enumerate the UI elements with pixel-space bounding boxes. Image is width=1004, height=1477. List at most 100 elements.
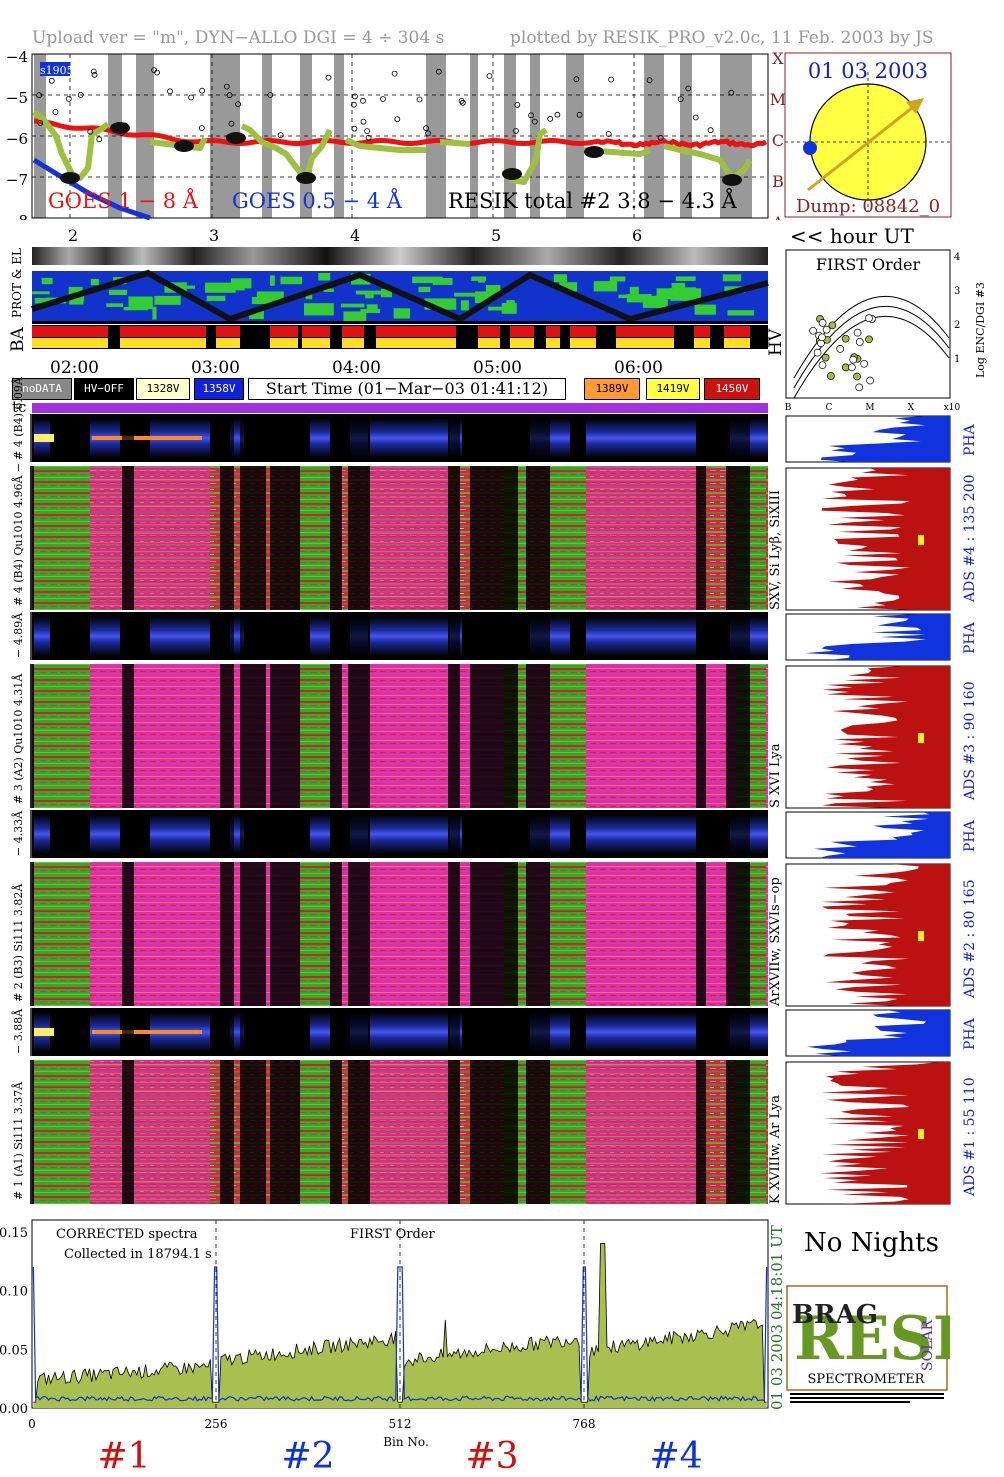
- spectrum-line: [33, 1243, 767, 1403]
- spectrogram-gap: [348, 862, 370, 1006]
- resik-open-point: [325, 74, 332, 81]
- spectrogram-gap: [500, 664, 518, 808]
- spectrogram-gap: [470, 862, 500, 1006]
- spectrogram-gap: [526, 664, 550, 808]
- first-order-point: [865, 314, 873, 322]
- ba-yellow-segment: [694, 338, 710, 348]
- spectrogram-gap: [526, 810, 550, 858]
- histogram-marker: [918, 1129, 924, 1140]
- resik-open-point: [351, 93, 358, 100]
- spectrogram-pink-region: [370, 664, 448, 808]
- spectrogram-gap: [30, 1060, 34, 1204]
- ads-histogram: [822, 666, 950, 808]
- spectrogram-gap: [500, 862, 518, 1006]
- spectrogram-gap: [270, 1060, 300, 1204]
- spectrogram-gap: [726, 1008, 750, 1056]
- spectrogram-separator: [32, 858, 768, 860]
- spectrogram-gap: [448, 664, 460, 808]
- goes-long-curve: [34, 118, 768, 150]
- pha-band-segment: [586, 1012, 696, 1052]
- resik-dense-points: [110, 122, 130, 134]
- resik-open-point: [277, 132, 284, 138]
- prot-green-patch: [351, 273, 371, 285]
- goes-y-tick: −5: [6, 89, 28, 107]
- spectrogram-gap: [240, 862, 266, 1006]
- pha-histogram: [804, 614, 950, 660]
- orbit-panel: 01 03 2003 Dump: 08842_0: [784, 52, 952, 218]
- pha-hot-line: [92, 436, 202, 440]
- first-order-point: [849, 355, 858, 364]
- prot-green-patch: [626, 294, 652, 303]
- ba-red-segment: [478, 326, 500, 337]
- prot-green-patch: [673, 287, 697, 298]
- resik-curve-segment: [344, 137, 426, 153]
- logo-brag: BRAG: [792, 1300, 878, 1330]
- spectrogram-separator: [32, 660, 768, 662]
- prot-green-patch: [365, 292, 374, 299]
- spectrogram-separator: [32, 610, 768, 612]
- spectrogram-gap: [330, 862, 342, 1006]
- spectrogram-gap: [500, 466, 518, 610]
- prot-green-patch: [424, 298, 457, 310]
- histogram-stack: [785, 415, 951, 1205]
- pha-histogram: [820, 416, 950, 462]
- prot-green-patch: [694, 304, 716, 315]
- goes-gray-band: [530, 54, 540, 218]
- spectrogram-gap: [696, 664, 706, 808]
- spectrogram-gap: [270, 810, 300, 858]
- spectrogram-gap: [30, 1008, 34, 1056]
- spectrogram-green-region: [300, 466, 330, 610]
- prot-green-patch: [553, 274, 567, 283]
- resik-open-point: [96, 136, 103, 143]
- spectrum-right-label-time: 04:18:01 UT: [768, 1225, 786, 1320]
- pha-band-segment: [310, 418, 330, 458]
- orbit-dump: Dump: 08842_0: [796, 196, 940, 217]
- spectrogram-separator: [32, 808, 768, 810]
- prot-green-patch: [475, 291, 492, 304]
- spectrogram-gap: [348, 466, 370, 610]
- spectrum-text-collected: Collected in 18794.1 s: [64, 1247, 212, 1262]
- prot-green-patch: [366, 304, 378, 310]
- pha-band-segment: [150, 616, 210, 656]
- status-legend-item: 1419V: [646, 378, 700, 400]
- prot-green-patch: [106, 303, 123, 307]
- spectrum-x-tick: 256: [205, 1417, 228, 1431]
- ba-red-segment: [546, 326, 560, 337]
- histogram-marker: [918, 931, 924, 942]
- spectrogram-gap: [470, 664, 500, 808]
- status-legend-item: 1328V: [136, 378, 190, 400]
- spectrogram-pink-region: [90, 466, 210, 610]
- prot-green-patch: [722, 274, 742, 282]
- logo-word: RESIK: [794, 1304, 950, 1374]
- spectrogram-gap: [270, 1008, 300, 1056]
- spectrogram-pink-region: [370, 466, 448, 610]
- first-order-point: [848, 363, 856, 372]
- spectrogram-gap: [240, 1060, 266, 1204]
- spectrogram-gap: [696, 810, 706, 858]
- prot-green-patch: [231, 278, 252, 289]
- resik-open-point: [360, 118, 367, 125]
- first-order-point: [813, 348, 822, 357]
- spectrogram-gap: [30, 414, 34, 462]
- ba-red-segment: [302, 326, 330, 337]
- prot-green-patch: [206, 295, 226, 301]
- spectrum-xlabel: Bin No.: [383, 1435, 429, 1449]
- spectrogram-gap: [122, 1008, 134, 1056]
- time-tick-label: 04:00: [332, 358, 381, 378]
- goes-lightcurve-plot: −4 −5 −6 −7 −8 X M C B A s19052 GOES 1 − 8 Å GOE…: [6, 50, 786, 220]
- ba-yellow-segment: [270, 338, 298, 348]
- resik-open-point: [435, 68, 442, 75]
- ba-red-segment: [570, 326, 596, 337]
- goes-y-tick: −6: [6, 130, 28, 148]
- resik-open-point: [167, 88, 173, 95]
- resik-open-point: [199, 87, 206, 94]
- pha-hot-spot: [34, 434, 54, 442]
- resik-open-point: [391, 70, 398, 77]
- spectrogram-gap: [348, 810, 370, 858]
- spectrogram-gap: [220, 1008, 234, 1056]
- start-time-box: Start Time (01−Mar−03 01:41:12): [248, 378, 566, 400]
- prot-green-patch: [251, 297, 282, 304]
- first-order-point: [855, 383, 864, 392]
- prot-green-patch: [671, 282, 686, 289]
- spectrogram-gap: [726, 612, 750, 660]
